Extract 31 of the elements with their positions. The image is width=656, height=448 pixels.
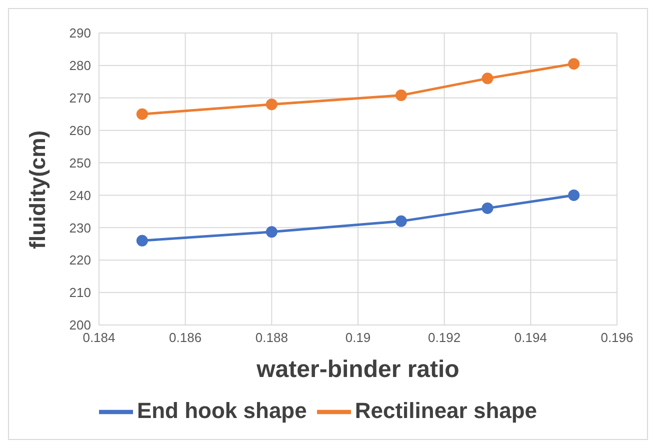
point — [136, 108, 148, 120]
point — [266, 98, 278, 110]
point — [136, 234, 148, 246]
x-tick-label: 0.19 — [345, 330, 371, 346]
y-tick-label: 260 — [69, 122, 91, 138]
x-axis-title: water-binder ratio — [256, 356, 460, 383]
legend-label: Rectilinear shape — [354, 398, 538, 423]
y-tick-label: 220 — [69, 252, 91, 268]
point — [482, 72, 494, 84]
point — [395, 90, 407, 102]
x-tick-label: 0.186 — [169, 330, 202, 346]
y-tick-label: 280 — [69, 58, 91, 74]
y-tick-label: 250 — [69, 155, 91, 170]
point — [266, 226, 278, 238]
y-tick-label: 230 — [69, 220, 91, 236]
x-tick-label: 0.184 — [82, 330, 116, 346]
legend-label: End hook shape — [136, 398, 307, 423]
x-tick-label: 0.194 — [514, 330, 547, 346]
y-tick-label: 240 — [69, 188, 91, 203]
point — [568, 189, 580, 201]
point — [568, 58, 580, 70]
x-tick-label: 0.192 — [428, 330, 461, 346]
y-tick-label: 290 — [69, 26, 91, 41]
x-tick-label: 0.188 — [255, 330, 288, 346]
point — [482, 202, 494, 214]
point — [395, 215, 407, 227]
y-tick-label: 210 — [69, 285, 91, 300]
x-tick-label: 0.196 — [600, 330, 634, 346]
y-axis-title: fluidity(cm) — [24, 130, 50, 249]
y-tick-label: 270 — [69, 90, 91, 106]
y-tick-label: 200 — [69, 318, 91, 333]
